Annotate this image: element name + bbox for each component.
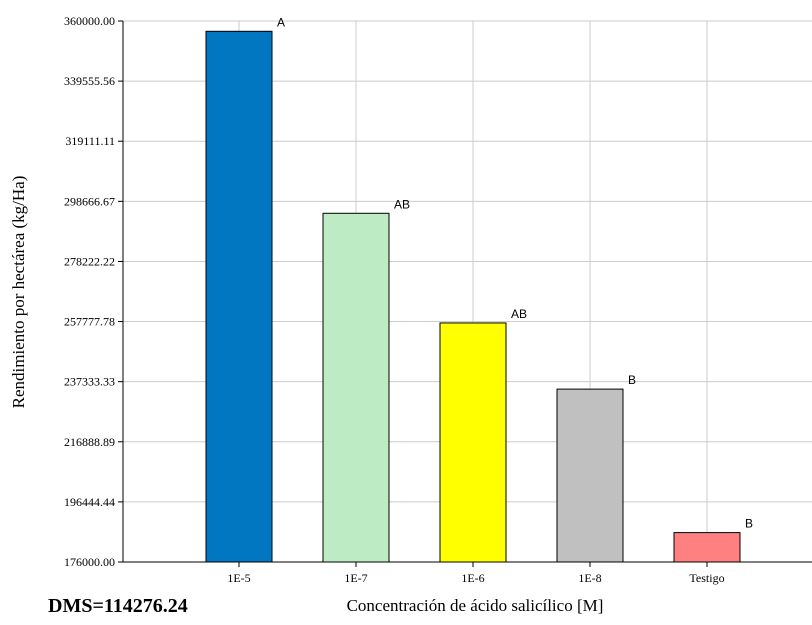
group-letter-label: AB	[394, 197, 410, 211]
group-letters: A AB AB B B	[277, 15, 753, 530]
x-axis-title: Concentración de ácido salicílico [M]	[347, 596, 604, 615]
axes	[118, 20, 812, 567]
y-tick-label: 298666.67	[64, 194, 115, 208]
bar	[673, 532, 741, 563]
y-tick-label: 278222.22	[64, 254, 115, 268]
bar	[556, 388, 624, 563]
x-tick-label: 1E-7	[344, 571, 367, 585]
group-letter-label: AB	[511, 307, 527, 321]
group-letter-label: A	[277, 15, 285, 29]
bar	[322, 212, 390, 563]
x-tick-label: 1E-8	[578, 571, 601, 585]
y-tick-label: 339555.56	[64, 74, 115, 88]
bars	[205, 30, 741, 563]
x-tick-labels: 1E-5 1E-7 1E-6 1E-8 Testigo	[227, 571, 724, 585]
y-axis-title: Rendimiento por hectárea (kg/Ha)	[9, 176, 28, 409]
y-tick-label: 176000.00	[64, 555, 115, 569]
bar	[205, 30, 273, 563]
x-tick-label: Testigo	[689, 571, 724, 585]
group-letter-label: B	[628, 373, 636, 387]
x-tick-label: 1E-5	[227, 571, 250, 585]
y-tick-label: 216888.89	[64, 435, 115, 449]
x-tick-label: 1E-6	[461, 571, 484, 585]
y-tick-label: 319111.11	[65, 134, 115, 148]
y-tick-label: 196444.44	[64, 495, 115, 509]
y-tick-labels: 176000.00 196444.44 216888.89 237333.33 2577…	[64, 14, 115, 569]
group-letter-label: B	[745, 517, 753, 531]
bar	[439, 322, 507, 563]
dms-note: DMS=114276.24	[48, 595, 188, 617]
y-tick-label: 257777.78	[64, 315, 115, 329]
y-tick-label: 360000.00	[64, 14, 115, 28]
y-tick-label: 237333.33	[64, 375, 115, 389]
